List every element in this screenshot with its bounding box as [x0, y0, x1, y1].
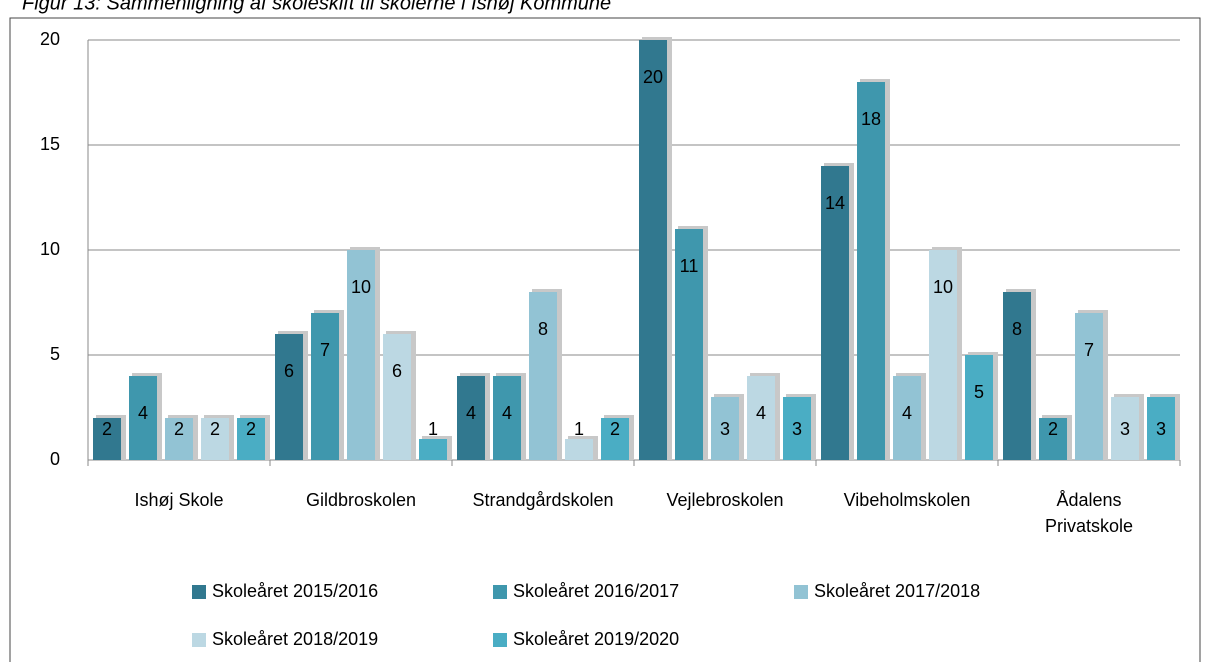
bar [857, 82, 885, 460]
bar [419, 439, 447, 460]
y-tick-label: 10 [40, 239, 60, 259]
y-tick-label: 15 [40, 134, 60, 154]
bar [675, 229, 703, 460]
x-tick-label: Ådalens Privatskole [1044, 490, 1134, 536]
data-label: 4 [466, 403, 476, 423]
y-tick-label: 20 [40, 29, 60, 49]
bar [639, 40, 667, 460]
bar [821, 166, 849, 460]
bar [93, 418, 121, 460]
data-label: 5 [974, 382, 984, 402]
data-label: 6 [392, 361, 402, 381]
data-label: 20 [643, 67, 663, 87]
data-label: 10 [933, 277, 953, 297]
data-label: 14 [825, 193, 845, 213]
data-label: 4 [138, 403, 148, 423]
data-label: 3 [720, 419, 730, 439]
bar [165, 418, 193, 460]
legend-swatch [192, 585, 206, 599]
bar [965, 355, 993, 460]
bar [311, 313, 339, 460]
data-label: 1 [428, 419, 438, 439]
bar [601, 418, 629, 460]
data-label: 2 [174, 419, 184, 439]
y-tick-label: 5 [50, 344, 60, 364]
data-label: 2 [102, 419, 112, 439]
x-tick-label: Gildbroskolen [305, 490, 417, 510]
bar [1039, 418, 1067, 460]
bar [129, 376, 157, 460]
bar [457, 376, 485, 460]
x-tick-label: Strandgårdskolen [472, 490, 614, 510]
y-tick-label: 0 [50, 449, 60, 469]
bar [783, 397, 811, 460]
legend-swatch [794, 585, 808, 599]
bar [383, 334, 411, 460]
bar [711, 397, 739, 460]
legend-swatch [493, 585, 507, 599]
data-label: 8 [538, 319, 548, 339]
x-tick-label: Vejlebroskolen [666, 490, 784, 510]
bar [893, 376, 921, 460]
bar [747, 376, 775, 460]
legend-label: Skoleåret 2016/2017 [513, 581, 679, 601]
data-label: 18 [861, 109, 881, 129]
data-label: 3 [1120, 419, 1130, 439]
legend-label: Skoleåret 2015/2016 [212, 581, 378, 601]
bar [1003, 292, 1031, 460]
bar [529, 292, 557, 460]
data-label: 10 [351, 277, 371, 297]
data-label: 6 [284, 361, 294, 381]
bar [1147, 397, 1175, 460]
bar [1075, 313, 1103, 460]
data-label: 2 [246, 419, 256, 439]
legend-swatch [192, 633, 206, 647]
data-label: 3 [1156, 419, 1166, 439]
bar [237, 418, 265, 460]
data-label: 4 [502, 403, 512, 423]
bar [275, 334, 303, 460]
bar [1111, 397, 1139, 460]
data-label: 11 [680, 256, 699, 276]
data-label: 7 [1084, 340, 1094, 360]
data-label: 2 [210, 419, 220, 439]
bar [201, 418, 229, 460]
legend-swatch [493, 633, 507, 647]
legend-label: Skoleåret 2017/2018 [814, 581, 980, 601]
data-label: 8 [1012, 319, 1022, 339]
data-label: 1 [574, 419, 584, 439]
legend-label: Skoleåret 2018/2019 [212, 629, 378, 649]
bar [493, 376, 521, 460]
legend-label: Skoleåret 2019/2020 [513, 629, 679, 649]
data-label: 2 [1048, 419, 1058, 439]
data-label: 7 [320, 340, 330, 360]
data-label: 4 [756, 403, 766, 423]
chart-title: Figur 13: Sammenligning af skoleskift ti… [22, 0, 611, 14]
data-label: 4 [902, 403, 912, 423]
bar [929, 250, 957, 460]
chart-frame [9, 17, 1201, 662]
data-label: 2 [610, 419, 620, 439]
data-label: 3 [792, 419, 802, 439]
bar [347, 250, 375, 460]
x-tick-label: Vibeholmskolen [843, 490, 971, 510]
bar [565, 439, 593, 460]
x-tick-label: Ishøj Skole [134, 490, 224, 510]
